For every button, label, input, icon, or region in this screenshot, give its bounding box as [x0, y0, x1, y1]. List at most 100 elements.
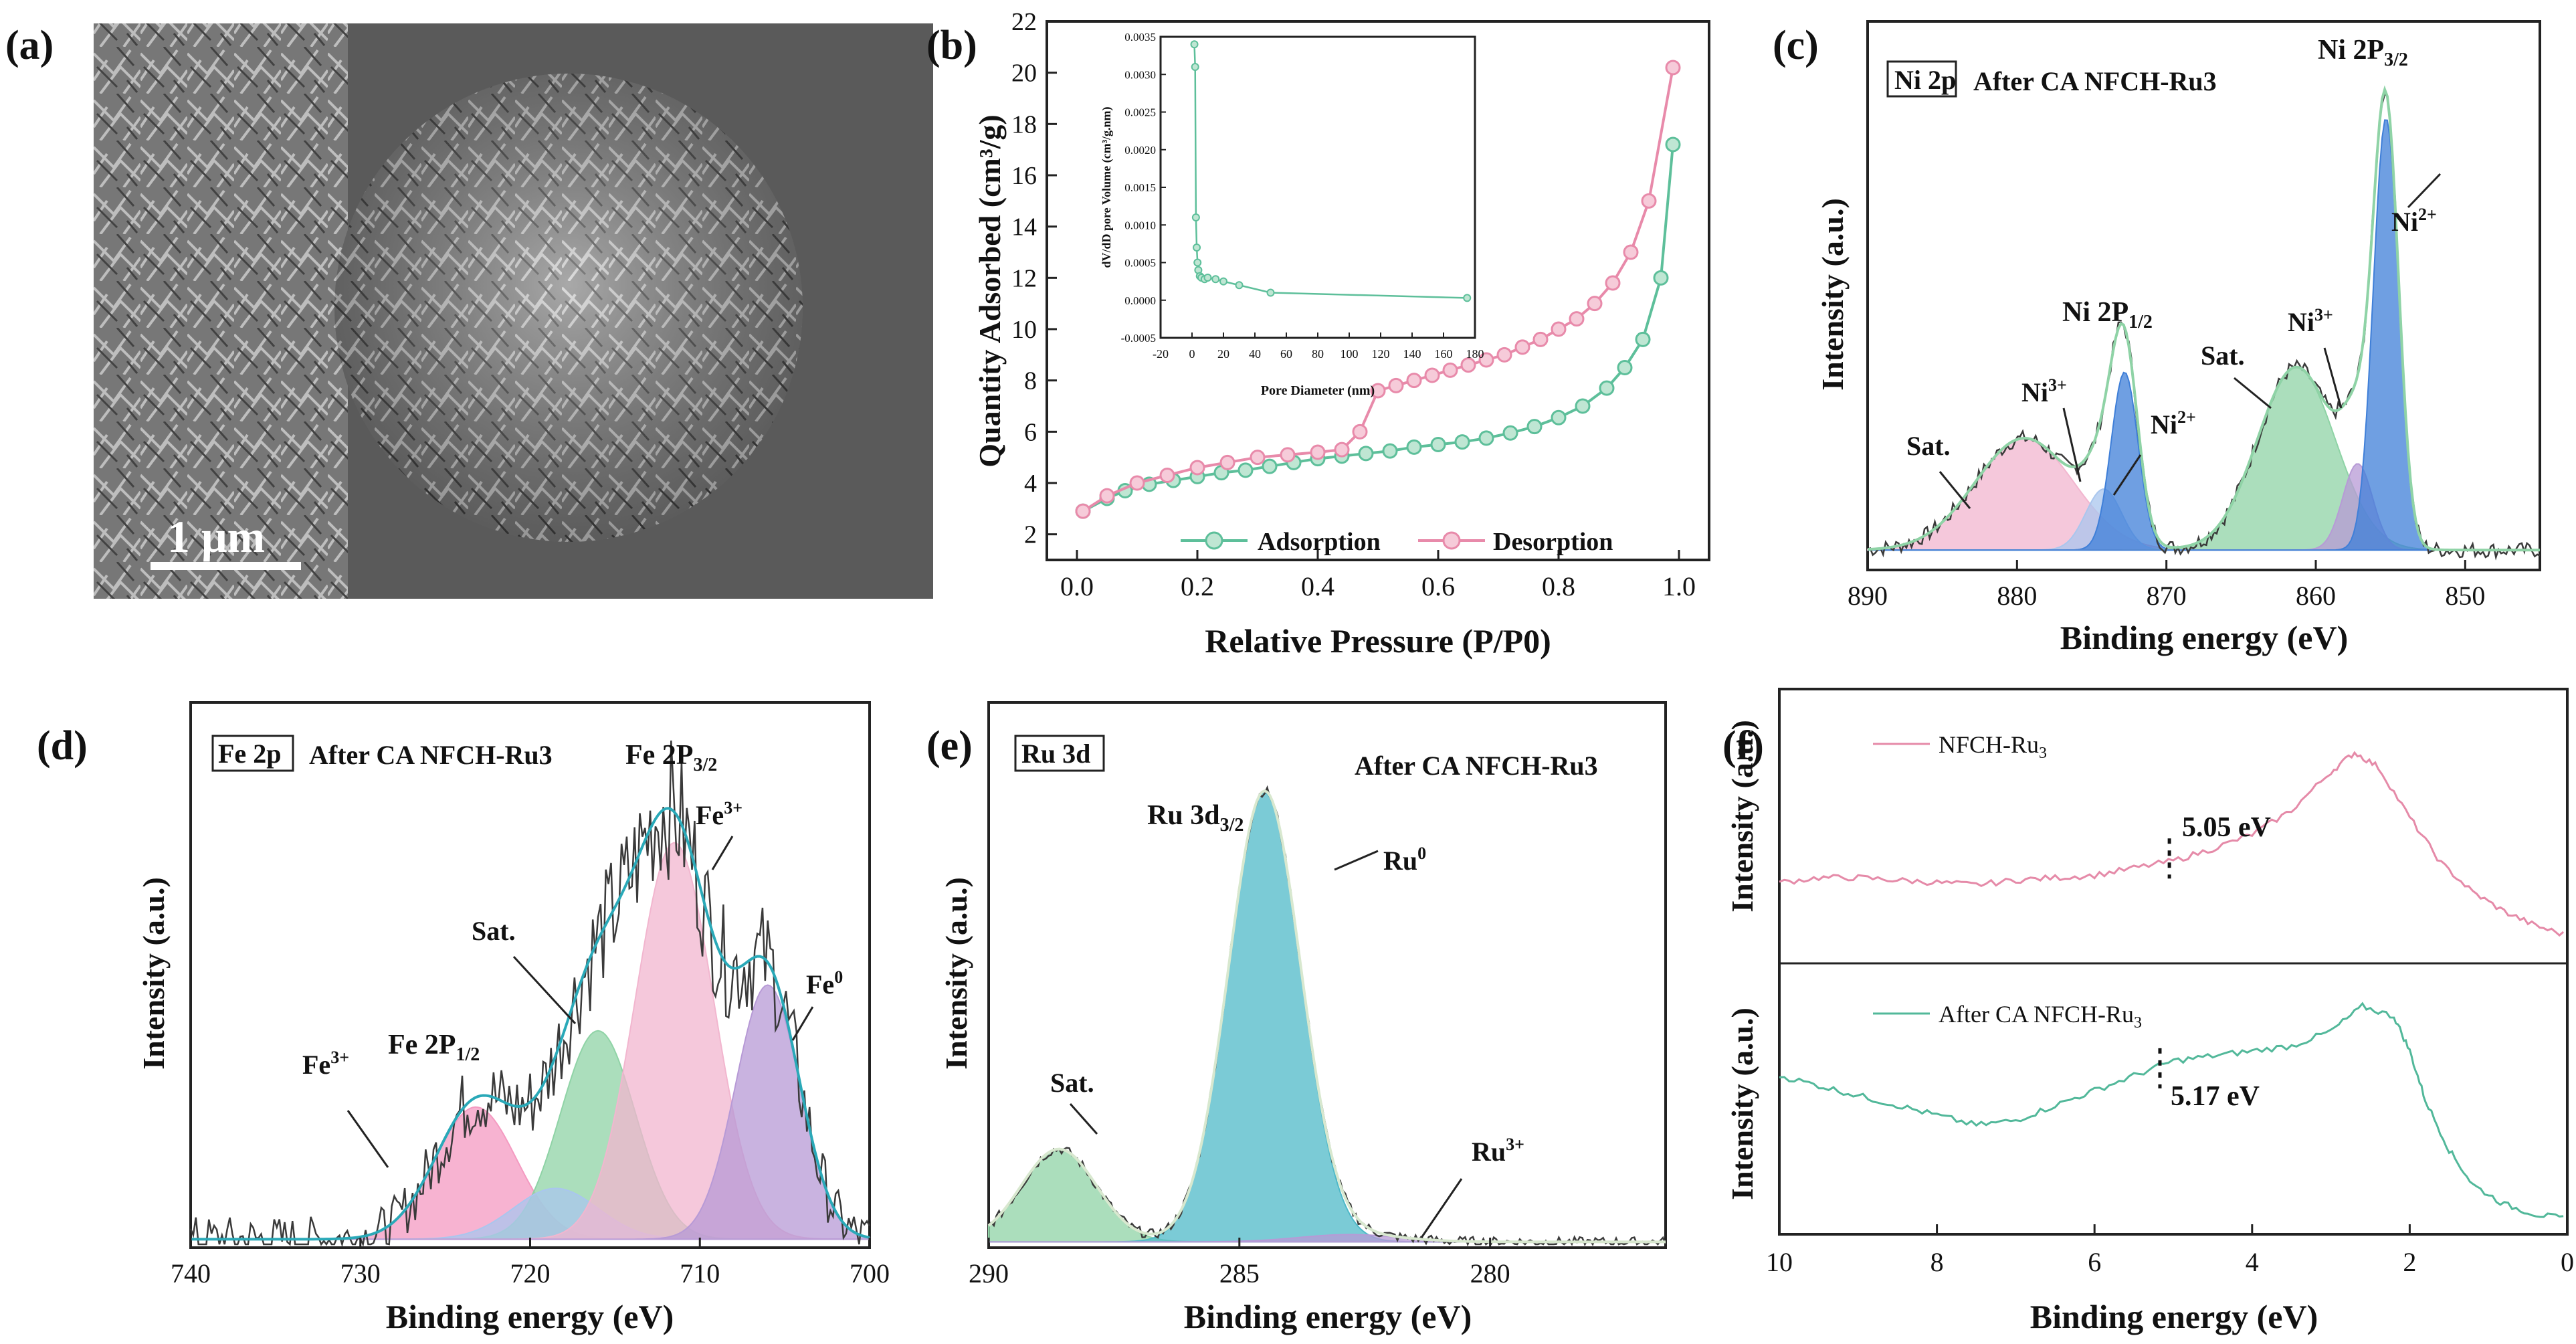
inset-xtick-label: 140 [1403, 347, 1421, 361]
panel-b-xtick-label: 0.2 [1181, 571, 1214, 601]
panel-f-value-1: 5.05 eV [2182, 812, 2271, 843]
arrow-c-sat-2 [2234, 377, 2272, 409]
sem-left-structure [94, 23, 348, 599]
panel-b-xtick-label: 0.8 [1542, 571, 1575, 601]
arrow-e-sat [1069, 1103, 1098, 1135]
point-desorption [1569, 311, 1585, 327]
inset-xtick-label: 100 [1341, 347, 1359, 361]
arrow-c-ni2-1 [2112, 454, 2142, 496]
panel-b-label: (b) [926, 23, 977, 68]
panel-e-frame [987, 701, 1667, 1249]
annot-e-ru3d32: Ru 3d3/2 [1147, 800, 1244, 836]
panel-d: (d) Fe 2p After CA NFCH-Ru3 740 730 720 710… [37, 701, 890, 1335]
point-desorption [1587, 296, 1603, 312]
panel-b-ytick-label: 18 [1011, 110, 1037, 138]
panel-f-xtick-label: 4 [2246, 1247, 2259, 1277]
arrow-e-ru0 [1334, 850, 1379, 871]
inset-ytick-label: 0.0000 [1124, 294, 1156, 307]
point-desorption [1460, 357, 1476, 373]
panel-f-frame [1778, 688, 2569, 1236]
point-desorption [1442, 362, 1458, 378]
panel-c: (c) Ni 2p After CA NFCH-Ru3 890 880 870 860… [1773, 20, 2541, 656]
point-desorption [1496, 347, 1512, 363]
raw-spectrum [189, 740, 871, 1248]
inset-xlabel: Pore Diameter (nm) [1261, 383, 1375, 398]
point-adsorption [1262, 458, 1278, 474]
point-adsorption [1430, 437, 1446, 452]
inset-xtick-label: 60 [1280, 347, 1292, 361]
panel-b-legend: Adsorption Desorption [1181, 528, 1613, 556]
panel-f-ylabel-bottom: Intensity (a.u.) [1725, 1007, 1759, 1200]
panel-b-ytick-label: 14 [1011, 213, 1037, 242]
series-line-desorption [1082, 67, 1674, 512]
panel-b-inset: -20 0 20 40 60 80 100 120 140 160 180 -0.0005 0.0000… [1100, 31, 1484, 398]
ups-series-1 [1779, 1001, 2564, 1218]
point-desorption [1605, 275, 1621, 291]
xtick-label: 870 [2147, 581, 2187, 611]
panel-b-xlabel: Relative Pressure (P/P0) [1205, 622, 1551, 660]
xtick-label: 880 [1997, 581, 2037, 611]
panel-b-ylabel: Quantity Adsorbed (cm³/g) [973, 114, 1007, 467]
point-adsorption [1502, 425, 1518, 441]
point-desorption [1623, 244, 1639, 260]
point-adsorption [1599, 380, 1615, 396]
point-desorption [1424, 367, 1440, 383]
raw-spectrum [1867, 92, 2541, 561]
inset-xtick-label: 160 [1435, 347, 1453, 361]
xtick-label: 290 [969, 1258, 1009, 1288]
point-desorption [1099, 488, 1115, 504]
inset-ytick-label: 0.0025 [1124, 106, 1156, 119]
arrow-d-fe3-1 [346, 1110, 389, 1168]
panel-b-xtick-label: 0.6 [1421, 571, 1455, 601]
inset-ytick-label: 0.0010 [1124, 219, 1156, 231]
annot-e-ru3: Ru3+ [1472, 1135, 1524, 1167]
panel-b-ytick-label: 10 [1011, 316, 1037, 344]
annot-c-sat-2: Sat. [2201, 341, 2245, 371]
panel-d-label: (d) [37, 723, 88, 769]
panel-f-legend-2: After CA NFCH-Ru3 [1939, 1001, 2142, 1032]
point-adsorption [1653, 270, 1669, 286]
panel-b-ytick-label: 20 [1011, 60, 1037, 88]
point-adsorption [1526, 419, 1543, 435]
panel-b-frame [1046, 20, 1710, 561]
panel-c-label: (c) [1773, 23, 1819, 68]
annot-d-fe2p12: Fe 2P1/2 [388, 1030, 480, 1065]
panel-d-tag-box [211, 735, 294, 772]
point-desorption [1189, 460, 1205, 476]
inset-point [1211, 275, 1220, 284]
scale-bar [151, 562, 301, 570]
arrow-c-ni3-2 [2323, 347, 2343, 409]
xtick-label: 700 [850, 1258, 890, 1288]
fit-envelope [987, 789, 1666, 1244]
annot-c-ni2p32: Ni 2P3/2 [2318, 35, 2408, 70]
inset-xtick-label: 180 [1466, 347, 1484, 361]
inset-ylabel: dV/dD pore Volume (cm³/g.nm) [1100, 106, 1114, 268]
panel-d-plot [189, 740, 871, 1248]
inset-xtick-label: 80 [1312, 347, 1324, 361]
point-desorption [1388, 377, 1404, 393]
panel-f-xtick-label: 6 [2088, 1247, 2101, 1277]
xtick-label: 730 [340, 1258, 381, 1288]
point-desorption [1250, 450, 1266, 466]
panel-c-plot [1867, 85, 2541, 561]
panel-b-ytick-label: 12 [1011, 264, 1037, 292]
point-desorption [1551, 321, 1567, 337]
inset-xtick-label: 120 [1372, 347, 1390, 361]
panel-d-xlabel: Binding energy (eV) [386, 1298, 674, 1335]
inset-point [1193, 258, 1202, 267]
panel-e-plot [987, 785, 1667, 1247]
xtick-label: 710 [680, 1258, 720, 1288]
point-adsorption [1454, 434, 1470, 450]
panel-b-ytick-label: 16 [1011, 162, 1037, 190]
annot-d-fe3-2: Fe3+ [696, 798, 742, 830]
panel-b-xtick-label: 1.0 [1662, 571, 1696, 601]
panel-e-tag: Ru 3d [1021, 739, 1090, 769]
legend-adsorption-label: Adsorption [1258, 528, 1381, 556]
legend-desorption-marker [1442, 531, 1461, 550]
panel-b-xtick-label: 0.4 [1301, 571, 1334, 601]
point-desorption [1352, 423, 1368, 440]
inset-ytick-label: 0.0030 [1124, 68, 1156, 81]
point-desorption [1514, 339, 1530, 355]
panel-f-xtick-label: 8 [1930, 1247, 1944, 1277]
